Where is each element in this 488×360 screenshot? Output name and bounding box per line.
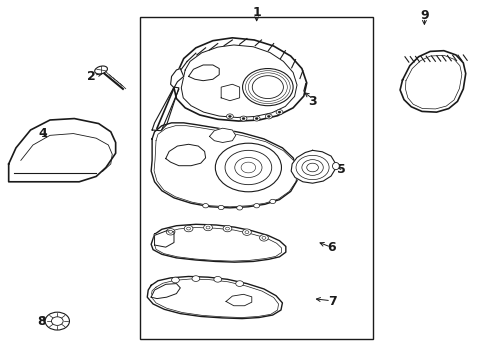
Circle shape	[166, 229, 175, 235]
Circle shape	[234, 157, 262, 177]
Text: 6: 6	[327, 241, 336, 255]
Circle shape	[226, 114, 233, 119]
Circle shape	[253, 203, 259, 208]
Circle shape	[301, 159, 323, 175]
Circle shape	[276, 110, 283, 114]
Text: 5: 5	[337, 163, 346, 176]
Polygon shape	[290, 150, 334, 183]
Text: 7: 7	[327, 295, 336, 308]
Text: 4: 4	[38, 127, 47, 140]
Polygon shape	[209, 128, 235, 143]
Polygon shape	[151, 284, 180, 298]
Text: 8: 8	[37, 315, 45, 328]
Circle shape	[224, 150, 271, 185]
Bar	[140, 18, 372, 339]
Polygon shape	[154, 231, 174, 247]
Text: 2: 2	[87, 70, 96, 83]
Circle shape	[202, 203, 208, 208]
Circle shape	[223, 225, 231, 232]
Polygon shape	[152, 87, 179, 131]
Polygon shape	[9, 118, 116, 182]
Polygon shape	[225, 294, 251, 306]
Circle shape	[228, 115, 231, 117]
Polygon shape	[188, 65, 219, 81]
Circle shape	[267, 115, 270, 117]
Circle shape	[242, 68, 292, 106]
Circle shape	[269, 199, 275, 203]
Polygon shape	[147, 276, 282, 319]
Circle shape	[235, 281, 243, 287]
Circle shape	[242, 229, 251, 235]
Circle shape	[203, 224, 212, 231]
Circle shape	[225, 227, 229, 230]
Circle shape	[184, 225, 193, 232]
Circle shape	[242, 117, 244, 120]
Circle shape	[278, 111, 281, 113]
Circle shape	[218, 205, 224, 210]
Circle shape	[215, 143, 281, 192]
Circle shape	[51, 317, 63, 325]
Circle shape	[213, 276, 221, 282]
Circle shape	[236, 206, 242, 210]
Circle shape	[253, 116, 260, 121]
Circle shape	[205, 226, 209, 229]
Circle shape	[262, 237, 265, 239]
Polygon shape	[151, 224, 285, 262]
Polygon shape	[174, 38, 306, 121]
Circle shape	[295, 156, 328, 180]
Text: 9: 9	[419, 9, 428, 22]
Circle shape	[240, 116, 246, 121]
Circle shape	[252, 76, 283, 99]
Polygon shape	[399, 51, 465, 112]
Circle shape	[259, 235, 268, 241]
Circle shape	[45, 312, 69, 330]
Polygon shape	[165, 144, 205, 166]
Circle shape	[244, 231, 248, 234]
Polygon shape	[170, 68, 183, 88]
Ellipse shape	[95, 66, 107, 74]
Circle shape	[186, 227, 190, 230]
Text: 3: 3	[307, 95, 316, 108]
Polygon shape	[221, 84, 239, 101]
Circle shape	[241, 162, 255, 173]
Circle shape	[171, 277, 179, 283]
Circle shape	[255, 117, 258, 120]
Ellipse shape	[332, 162, 339, 170]
Circle shape	[306, 163, 318, 172]
Circle shape	[265, 114, 272, 119]
Polygon shape	[151, 123, 297, 208]
Circle shape	[192, 276, 200, 282]
Text: 1: 1	[252, 6, 261, 19]
Circle shape	[168, 230, 172, 233]
